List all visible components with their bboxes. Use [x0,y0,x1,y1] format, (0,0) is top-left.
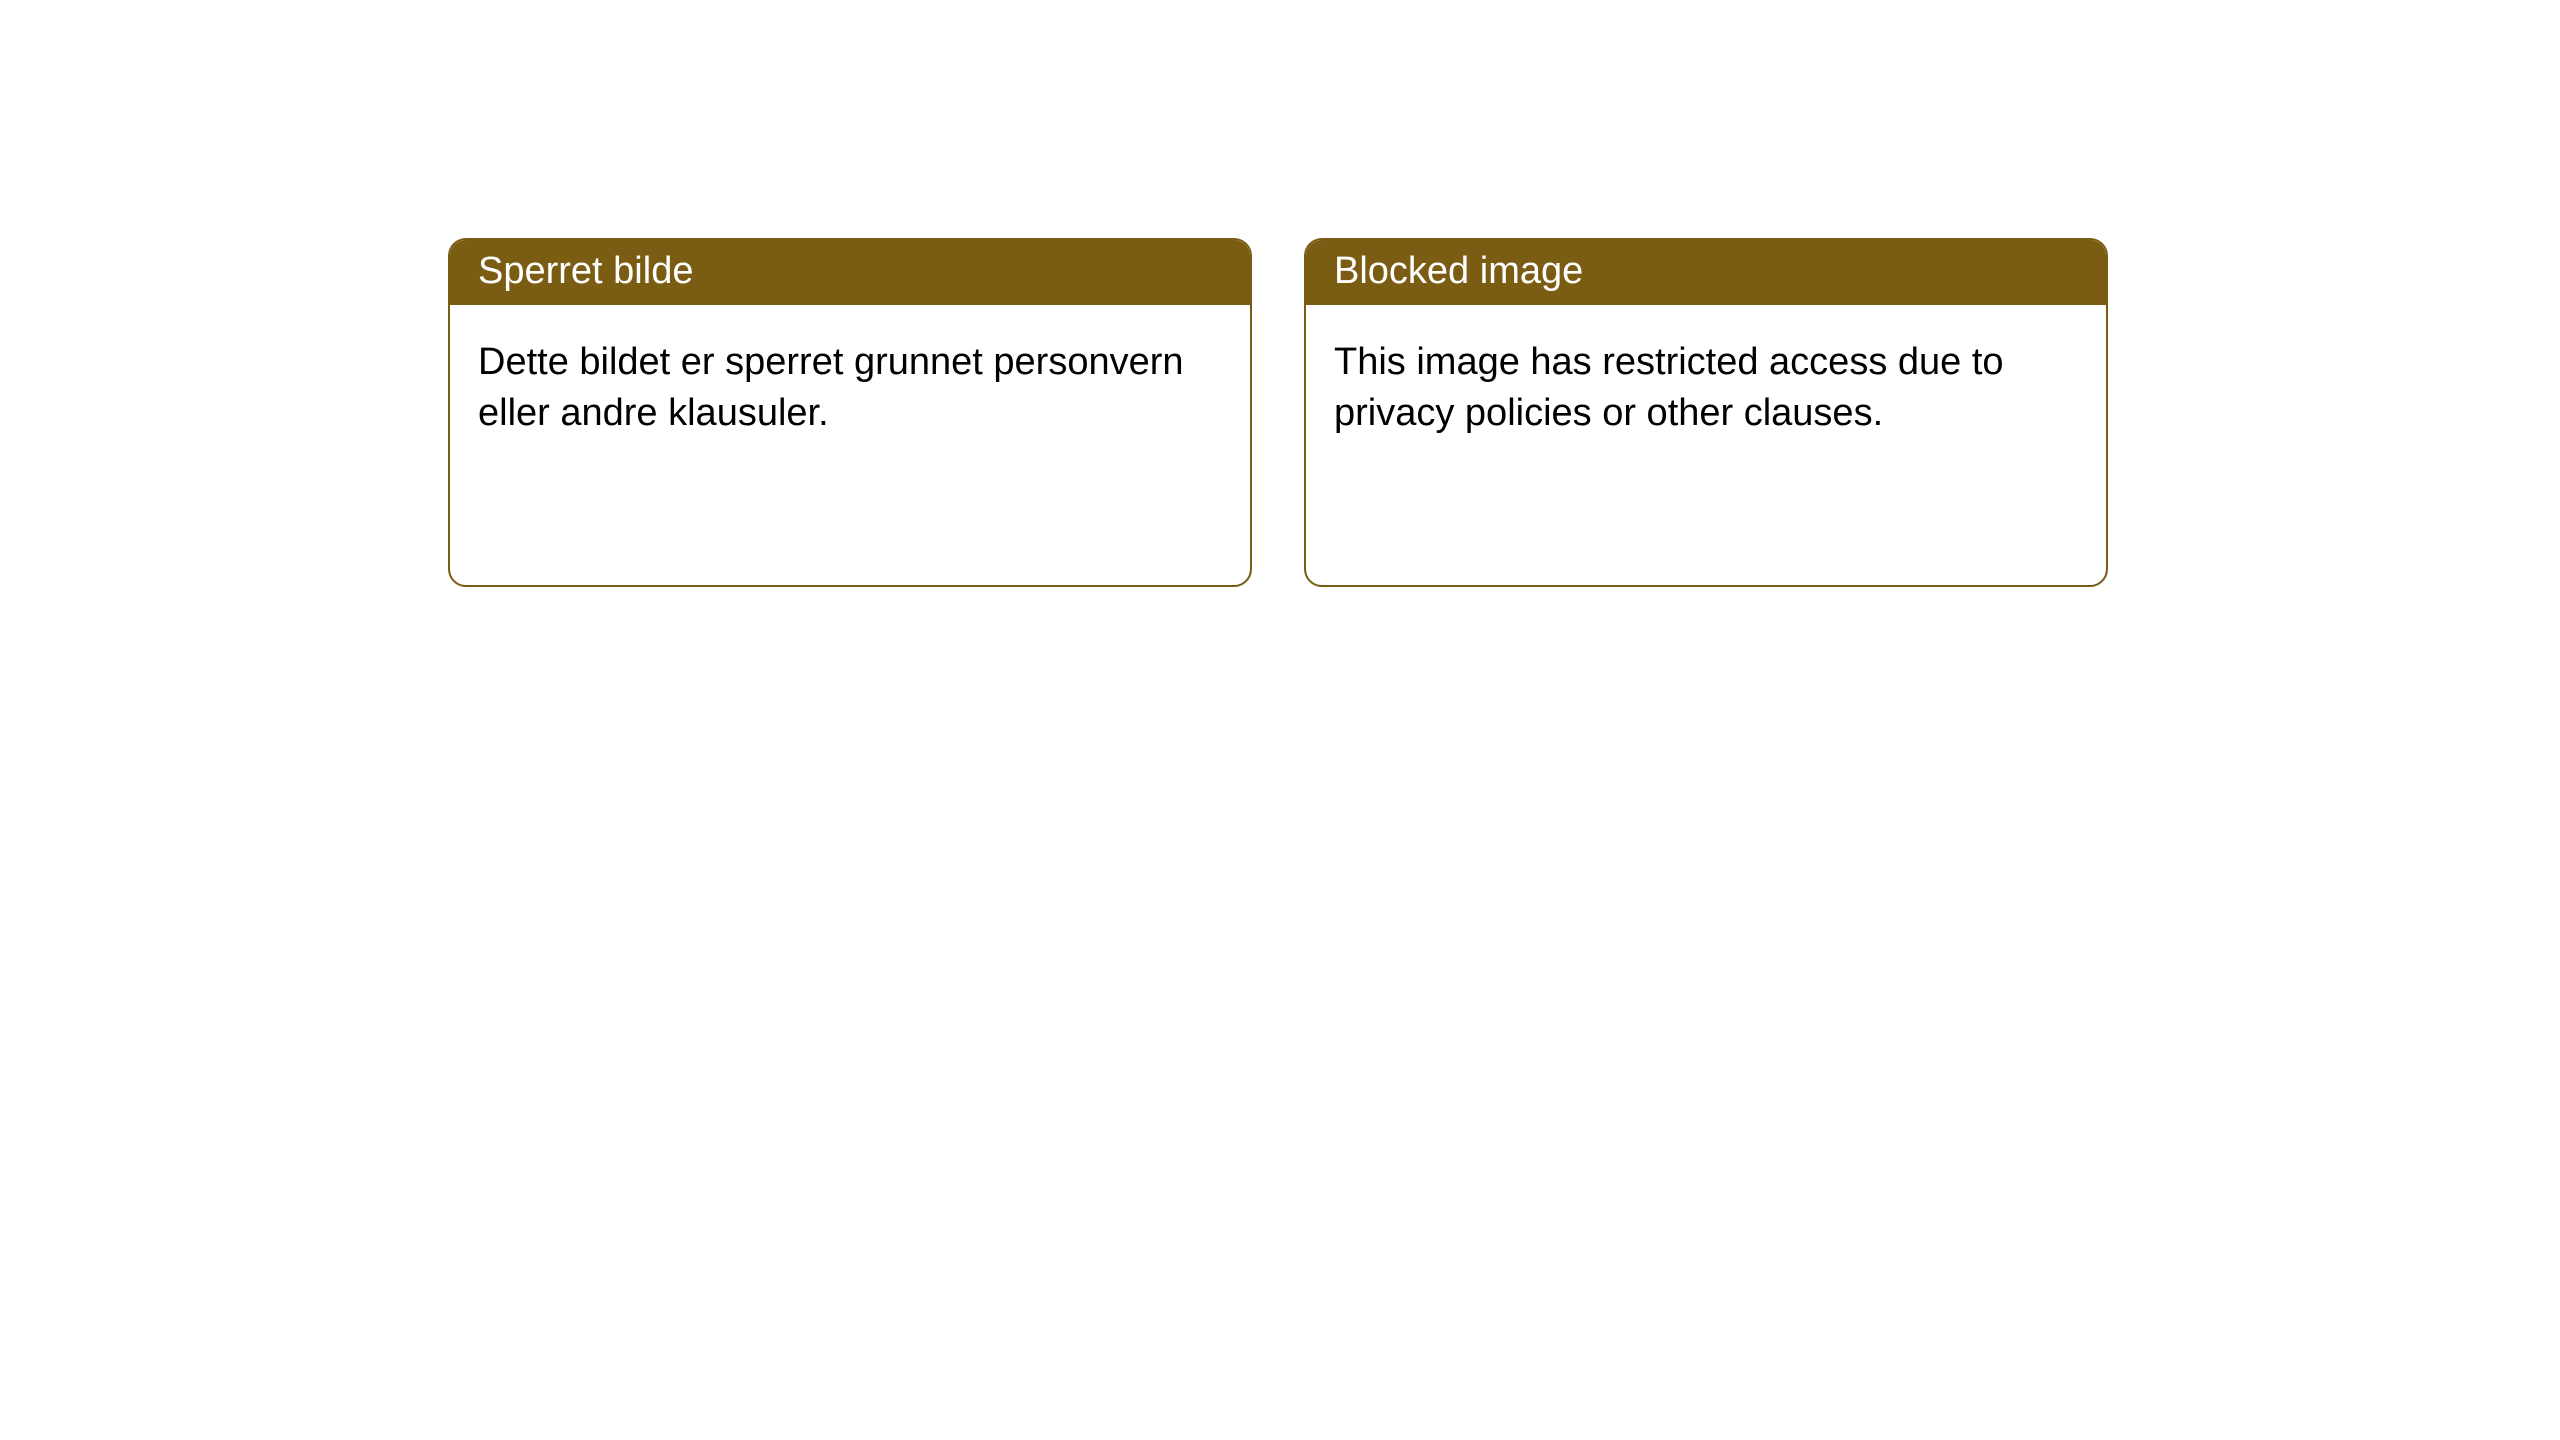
notice-card-norwegian: Sperret bilde Dette bildet er sperret gr… [448,238,1252,587]
notice-text: This image has restricted access due to … [1334,341,2004,434]
notice-header-norwegian: Sperret bilde [450,240,1250,305]
notice-header-english: Blocked image [1306,240,2106,305]
notice-body-english: This image has restricted access due to … [1306,305,2106,585]
notice-title: Blocked image [1334,250,1583,292]
notice-card-english: Blocked image This image has restricted … [1304,238,2108,587]
notice-container: Sperret bilde Dette bildet er sperret gr… [0,0,2560,587]
notice-text: Dette bildet er sperret grunnet personve… [478,341,1184,434]
notice-title: Sperret bilde [478,250,693,292]
notice-body-norwegian: Dette bildet er sperret grunnet personve… [450,305,1250,585]
